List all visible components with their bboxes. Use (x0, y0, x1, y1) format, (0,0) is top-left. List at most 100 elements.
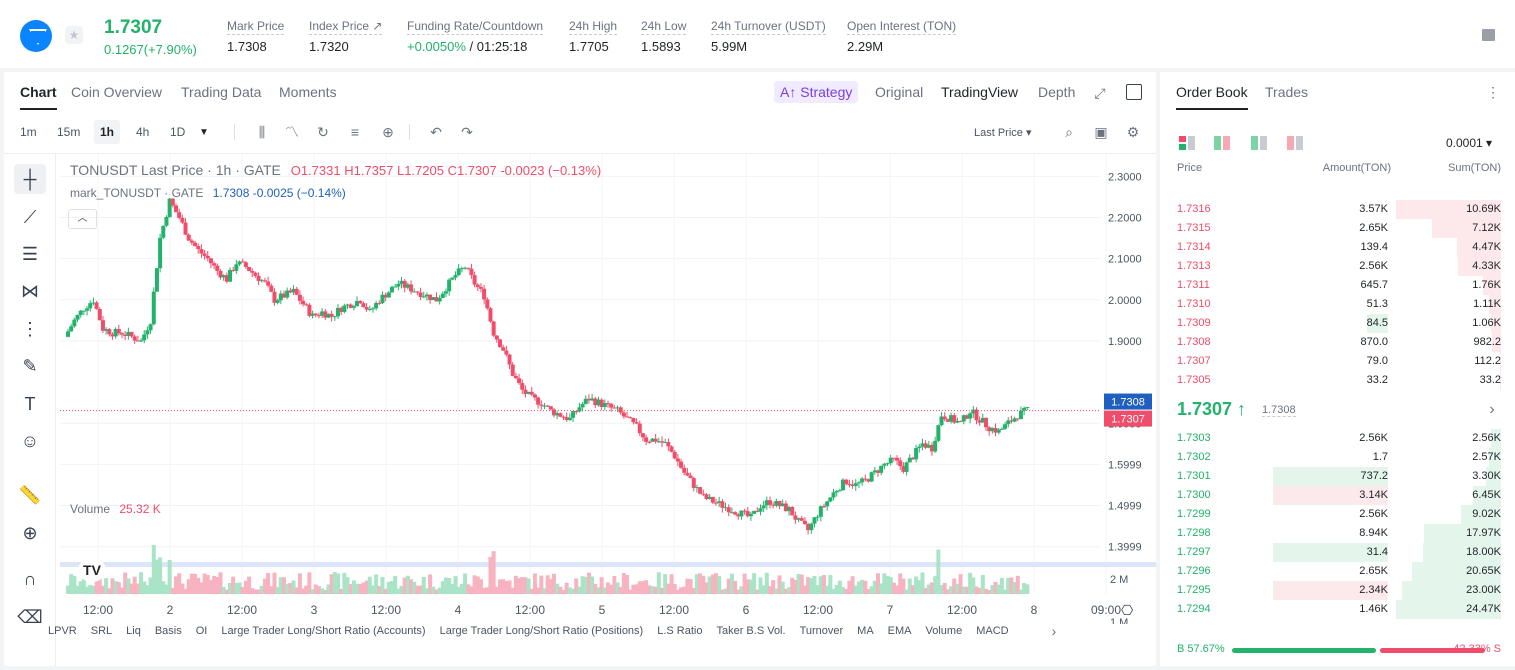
ask-row[interactable]: 1.7311 645.7 1.76K (1160, 276, 1515, 295)
bid-amount: 3.14K (1359, 489, 1388, 501)
bid-row[interactable]: 1.7303 2.56K 2.56K (1160, 429, 1515, 448)
refresh-icon[interactable]: ↻ (317, 124, 329, 140)
candle-body (552, 409, 556, 416)
ask-row[interactable]: 1.7316 3.57K 10.69K (1160, 200, 1515, 219)
view-depth[interactable]: Depth (1038, 84, 1076, 100)
ask-row[interactable]: 1.7315 2.65K 7.12K (1160, 219, 1515, 238)
stat-label[interactable]: Index Price ↗ (309, 19, 383, 35)
indicator-6[interactable]: Large Trader Long/Short Ratio (Positions… (439, 625, 644, 637)
indicator-0[interactable]: LPVR (48, 625, 77, 637)
indicator-7[interactable]: L.S Ratio (657, 625, 703, 637)
ask-row[interactable]: 1.7308 870.0 982.2 (1160, 333, 1515, 352)
horizontal-lines-icon[interactable]: ☰ (21, 244, 39, 264)
pattern-icon[interactable]: ⋈ (21, 281, 39, 301)
stat-label[interactable]: Open Interest (TON) (847, 19, 957, 35)
indicator-8[interactable]: Taker B.S Vol. (716, 625, 786, 637)
bid-row[interactable]: 1.7294 1.46K 24.47K (1160, 600, 1515, 619)
interval-1h[interactable]: 1h (94, 120, 121, 144)
book-mixed-icon[interactable] (1214, 136, 1230, 150)
book-asks-icon[interactable] (1287, 136, 1303, 150)
indicator-5[interactable]: Large Trader Long/Short Ratio (Accounts) (221, 625, 426, 637)
ruler-icon[interactable]: 📏 (18, 485, 42, 505)
add-indicator-icon[interactable]: ⊕ (382, 124, 394, 140)
ask-row[interactable]: 1.7313 2.56K 4.33K (1160, 257, 1515, 276)
bid-row[interactable]: 1.7296 2.65K 20.65K (1160, 562, 1515, 581)
chevron-right-icon[interactable]: › (1489, 401, 1495, 418)
settings-icon[interactable]: ⎔ (1121, 602, 1134, 618)
book-bids-icon[interactable] (1251, 136, 1267, 150)
bid-row[interactable]: 1.7295 2.34K 23.00K (1160, 581, 1515, 600)
chevron-right-icon[interactable]: › (1051, 623, 1057, 639)
eraser-icon[interactable]: ⌫ (17, 607, 43, 627)
bid-row[interactable]: 1.7302 1.7 2.57K (1160, 448, 1515, 467)
gear-icon[interactable]: ⚙ (1126, 124, 1140, 140)
candle-type-icon[interactable]: ⫼ (258, 124, 266, 140)
ask-row[interactable]: 1.7305 33.2 33.2 (1160, 371, 1515, 390)
more-icon[interactable]: ⋮ (1486, 84, 1500, 100)
indicator-4[interactable]: OI (195, 625, 208, 637)
stat-label[interactable]: 24h High (569, 19, 618, 35)
indicator-icon[interactable]: 〽 (285, 124, 299, 140)
bid-row[interactable]: 1.7301 737.2 3.30K (1160, 467, 1515, 486)
tab-chart[interactable]: Chart (20, 84, 57, 110)
view-original[interactable]: Original (875, 84, 924, 100)
stat-label[interactable]: Funding Rate/Countdown (407, 19, 544, 35)
indicator-3[interactable]: Basis (154, 625, 182, 637)
tab-moments[interactable]: Moments (279, 84, 337, 100)
price-chart[interactable]: 2.30002.20002.10002.00001.90001.69991.59… (60, 154, 1156, 624)
brush-icon[interactable]: ✎ (22, 356, 38, 376)
window-icon[interactable] (1126, 84, 1142, 100)
bid-row[interactable]: 1.7299 2.56K 9.02K (1160, 505, 1515, 524)
stat-value-text: 2.29M (847, 39, 884, 54)
ask-row[interactable]: 1.7309 84.5 1.06K (1160, 314, 1515, 333)
interval-4h[interactable]: 4h (136, 125, 150, 139)
fullscreen-icon[interactable]: ⤢ (1094, 85, 1106, 101)
ask-row[interactable]: 1.7310 51.3 1.11K (1160, 295, 1515, 314)
trendline-icon[interactable]: ⟋ (23, 207, 37, 227)
ask-row[interactable]: 1.7307 79.0 112.2 (1160, 352, 1515, 371)
indicator-11[interactable]: EMA (887, 625, 912, 637)
template-icon[interactable]: ≡ (350, 124, 360, 140)
view-tradingview[interactable]: TradingView (941, 84, 1019, 100)
bid-row[interactable]: 1.7298 8.94K 17.97K (1160, 524, 1515, 543)
candle-body (996, 429, 1001, 433)
crosshair-icon[interactable]: ┼ (14, 164, 46, 194)
magnet-icon[interactable]: ∩ (23, 569, 37, 589)
tab-coin-overview[interactable]: Coin Overview (71, 84, 163, 100)
fib-icon[interactable]: ⋮ (21, 319, 39, 339)
indicator-1[interactable]: SRL (90, 625, 113, 637)
text-icon[interactable]: T (24, 394, 36, 414)
book-icon[interactable] (1482, 29, 1495, 41)
tab-order-book[interactable]: Order Book (1176, 84, 1248, 110)
tab-trading-data[interactable]: Trading Data (181, 84, 262, 100)
indicator-10[interactable]: MA (857, 625, 874, 637)
price-type-select[interactable]: Last Price ▾ (974, 127, 1032, 139)
stat-label[interactable]: 24h Turnover (USDT) (711, 19, 826, 35)
ask-row[interactable]: 1.7314 139.4 4.47K (1160, 238, 1515, 257)
stat-label[interactable]: 24h Low (641, 19, 687, 35)
interval-1D[interactable]: 1D (170, 125, 186, 139)
interval-1m[interactable]: 1m (20, 125, 37, 139)
bid-row[interactable]: 1.7297 31.4 18.00K (1160, 543, 1515, 562)
favorite-star-icon[interactable]: ★ (65, 26, 83, 44)
tab-trades[interactable]: Trades (1265, 84, 1309, 100)
indicator-13[interactable]: MACD (976, 625, 1009, 637)
strategy-button[interactable]: A↑ Strategy (774, 81, 859, 103)
indicator-2[interactable]: Liq (126, 625, 141, 637)
indicator-9[interactable]: Turnover (799, 625, 844, 637)
bid-row[interactable]: 1.7300 3.14K 6.45K (1160, 486, 1515, 505)
search-icon[interactable]: ⌕ (1065, 124, 1073, 140)
precision-select[interactable]: 0.0001 ▾ (1446, 136, 1493, 150)
interval-15m[interactable]: 15m (57, 125, 81, 139)
candle-body (456, 268, 461, 276)
camera-icon[interactable]: ▣ (1094, 124, 1108, 140)
stat-label[interactable]: Mark Price (227, 19, 285, 35)
zoom-in-icon[interactable]: ⊕ (22, 523, 38, 543)
emoji-icon[interactable]: ☺ (20, 431, 40, 451)
redo-icon[interactable]: ↷ (461, 124, 473, 140)
book-both-icon[interactable] (1179, 136, 1195, 150)
indicator-12[interactable]: Volume (925, 625, 963, 637)
chevron-down-icon[interactable]: ▼ (199, 127, 209, 138)
collapse-legend-button[interactable]: ︿ (68, 209, 97, 229)
undo-icon[interactable]: ↶ (430, 124, 442, 140)
